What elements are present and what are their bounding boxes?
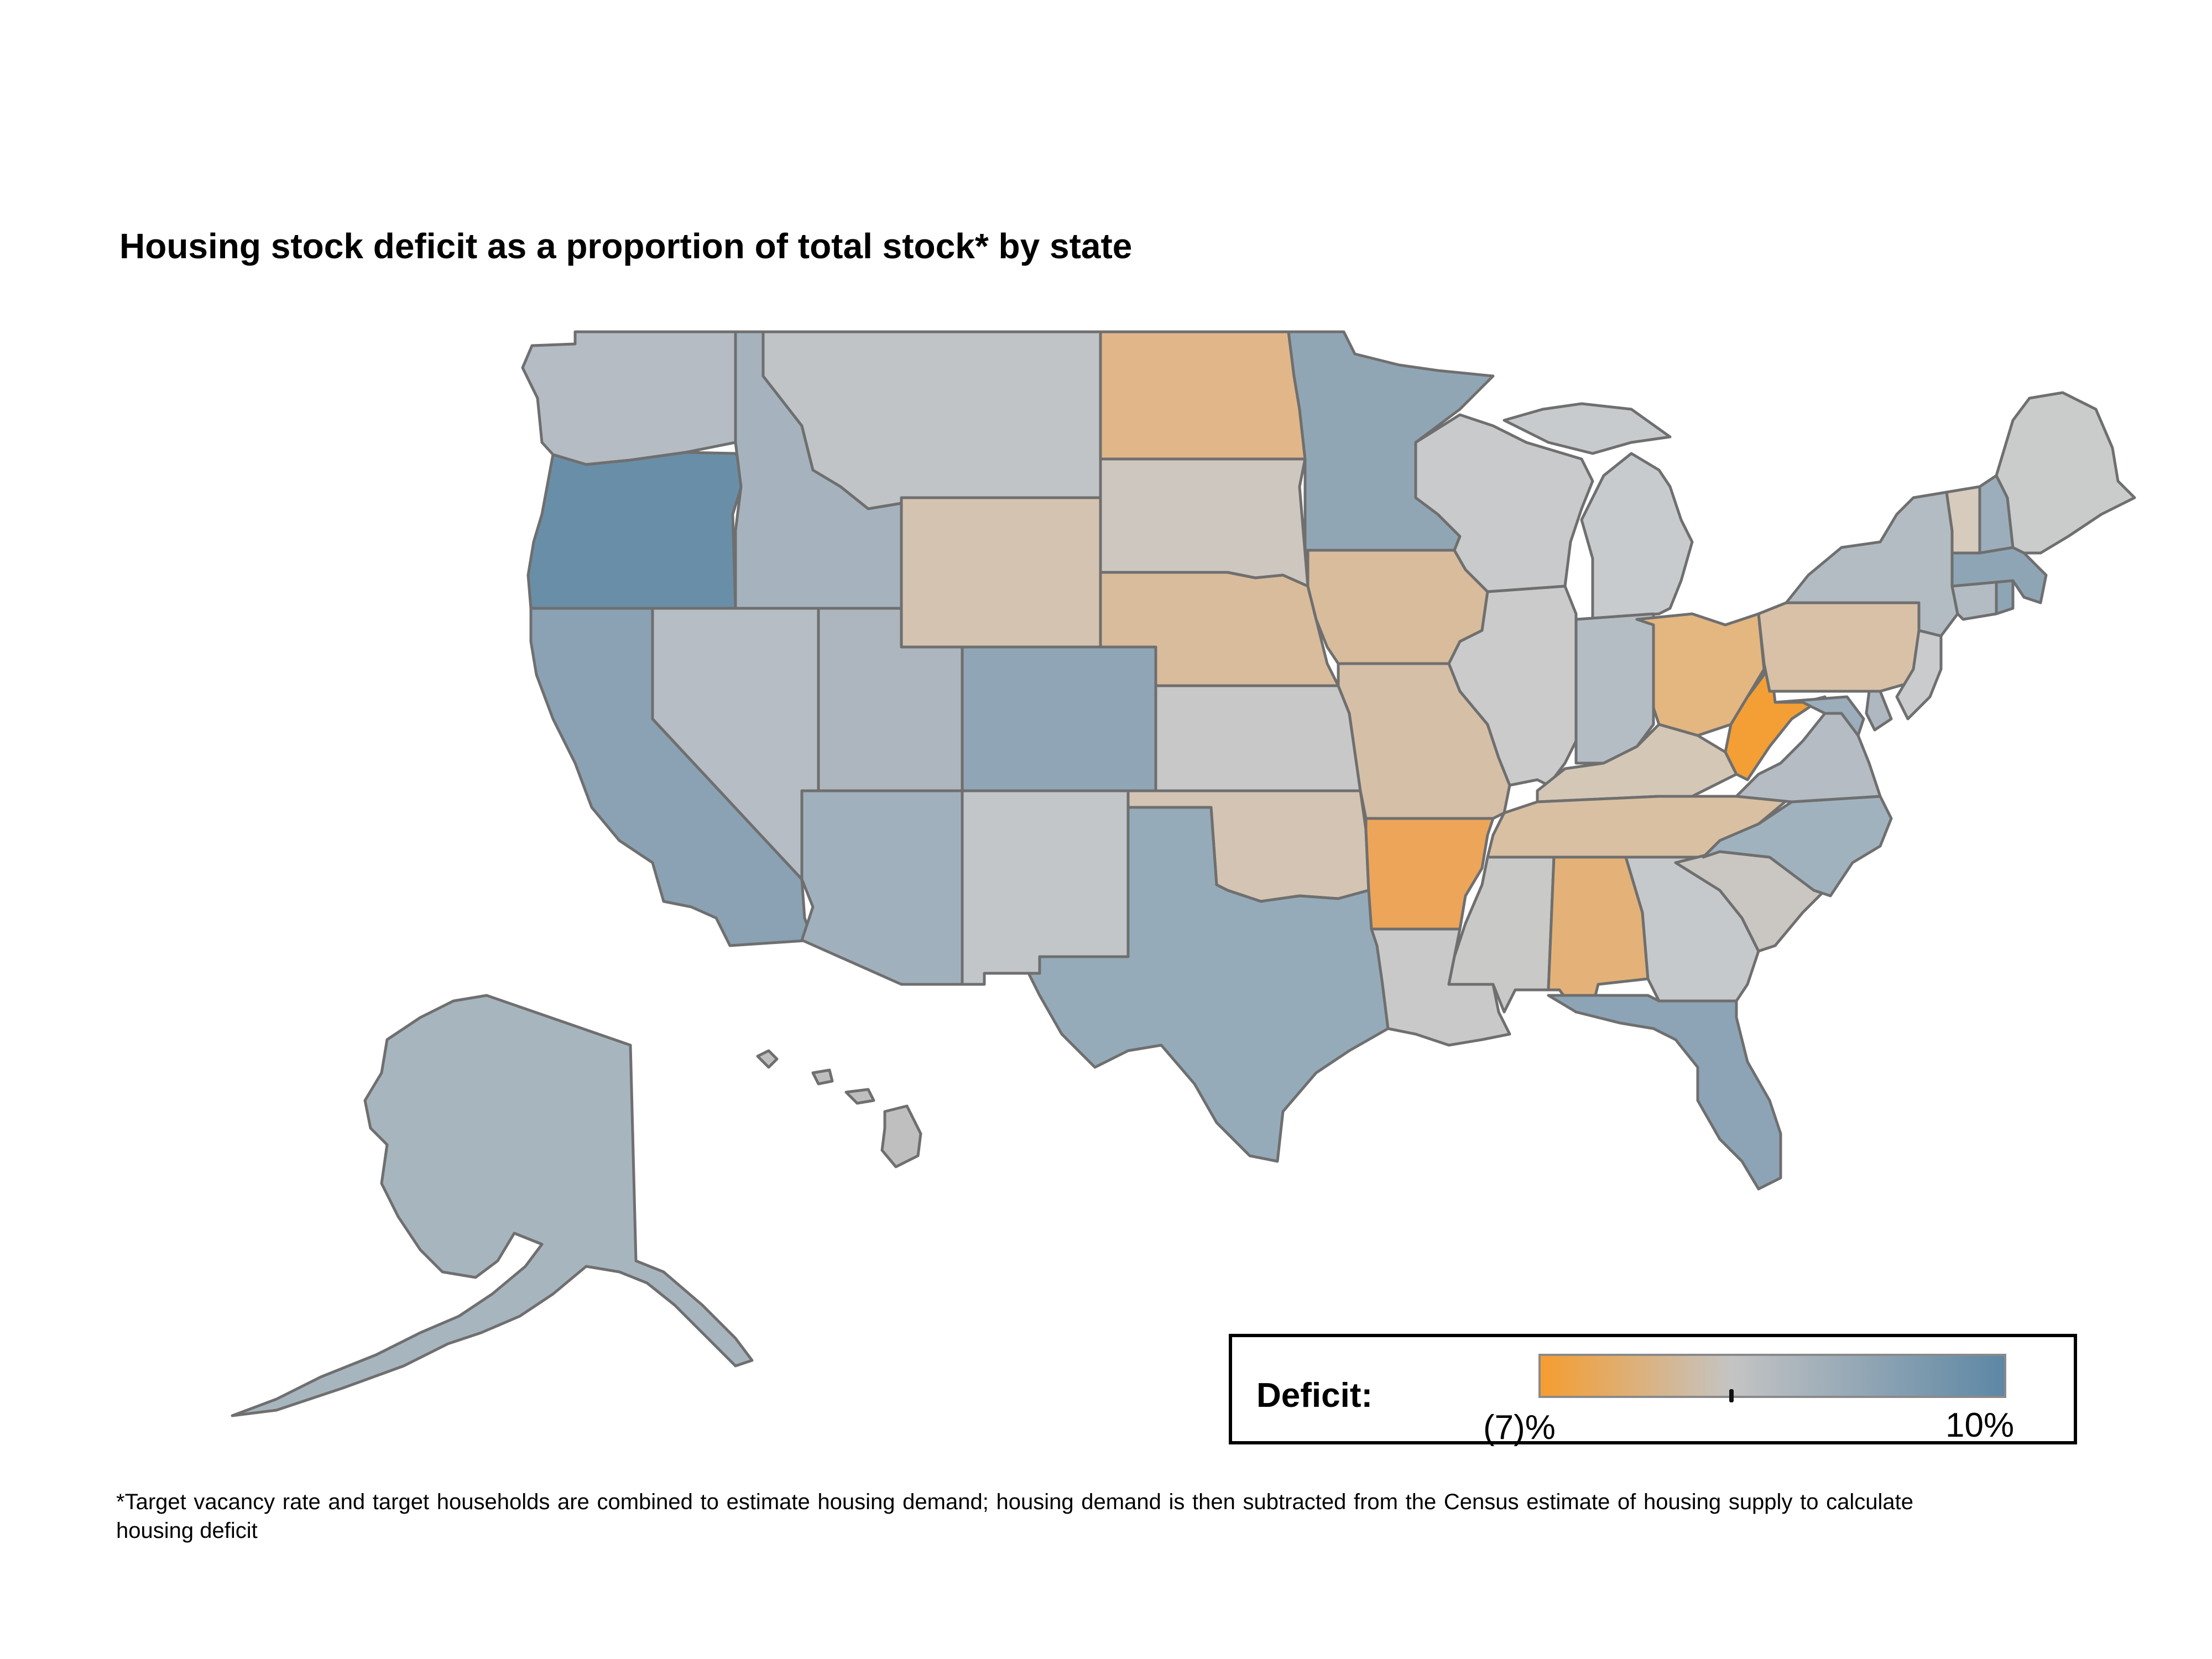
legend-label: Deficit: (1256, 1376, 1373, 1415)
state-arizona (800, 789, 964, 986)
state-florida (1547, 994, 1782, 1191)
state-vermont (1945, 485, 1981, 555)
state-maryland (1773, 695, 1865, 737)
state-washington (521, 330, 737, 466)
state-pennsylvania (1757, 601, 1932, 693)
state-nebraska (1099, 571, 1340, 687)
footnote: *Target vacancy rate and target househol… (116, 1490, 1913, 1543)
state-michigan (1503, 402, 1694, 621)
state-colorado (961, 645, 1157, 792)
state-rhode-island (1995, 579, 2015, 615)
state-hawaii (756, 1049, 922, 1168)
state-oregon (526, 451, 748, 610)
state-kansas (1154, 684, 1362, 792)
state-arkansas (1364, 817, 1495, 931)
state-alaska (231, 994, 754, 1417)
legend-max-label: 10% (1945, 1406, 2015, 1444)
legend-zero-marker (1729, 1389, 1734, 1402)
state-wisconsin (1414, 413, 1594, 593)
state-delaware (1865, 690, 1893, 732)
map-title: Housing stock deficit as a proportion of… (119, 226, 1133, 266)
legend-color-scale (1538, 1354, 2006, 1402)
state-wyoming (900, 496, 1102, 649)
state-new-jersey (1895, 629, 1943, 721)
state-north-dakota (1099, 330, 1307, 461)
legend-min-label: (7)% (1483, 1408, 1556, 1447)
state-maine (1995, 391, 2136, 555)
legend-box: Deficit: (7)% 10% (1229, 1334, 2077, 1447)
state-texas (1027, 806, 1390, 1163)
state-south-dakota (1099, 457, 1310, 588)
state-north-carolina (1702, 795, 1893, 898)
